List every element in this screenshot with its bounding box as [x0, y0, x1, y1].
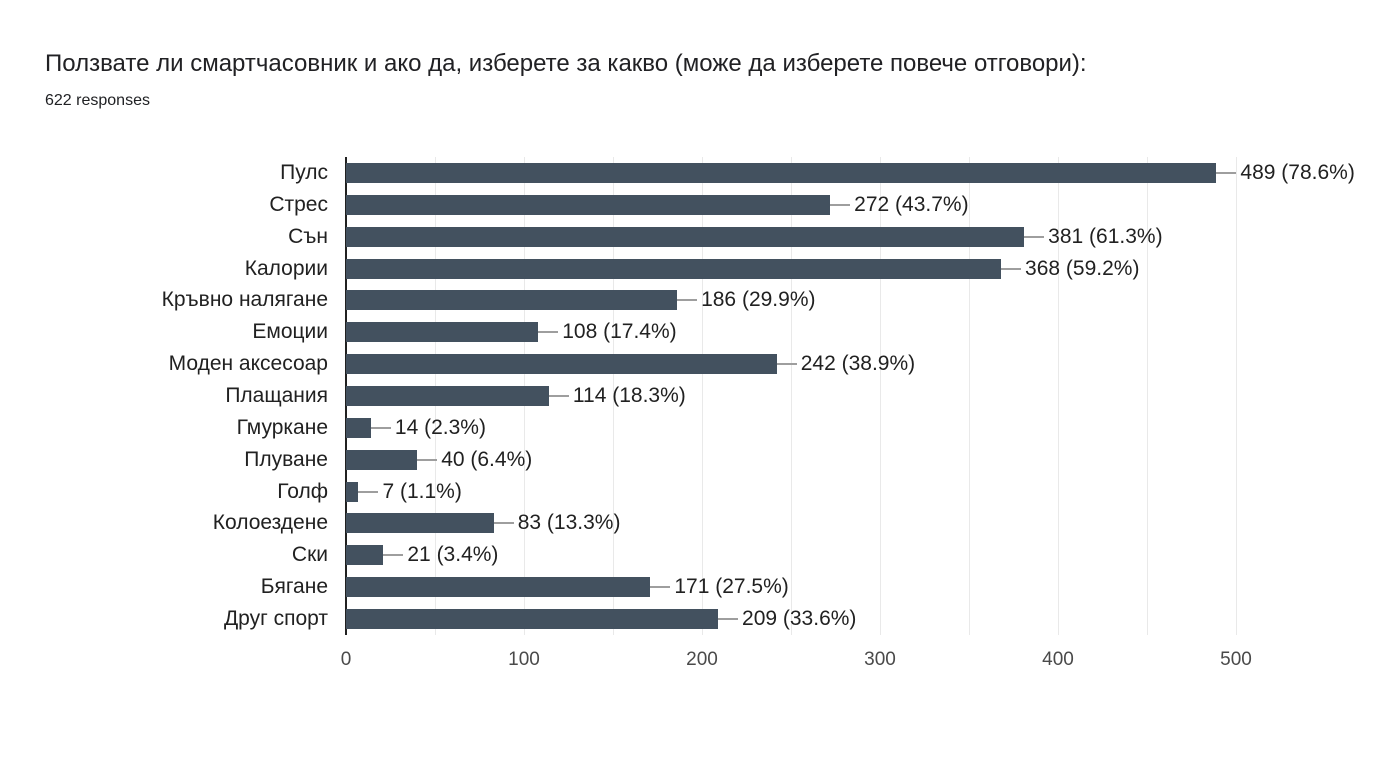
- bar: [346, 385, 549, 406]
- category-label: Голф: [277, 479, 328, 503]
- category-label: Ски: [291, 543, 328, 567]
- x-tick-label: 500: [1220, 649, 1252, 670]
- callout-line: [383, 554, 404, 557]
- value-label: 381 (61.3%): [1048, 224, 1163, 248]
- x-tick-label: 400: [1042, 649, 1074, 670]
- callout-line: [538, 331, 559, 334]
- bar: [346, 290, 678, 311]
- bar: [346, 449, 418, 470]
- value-label: 21 (3.4%): [407, 543, 499, 567]
- callout-line: [493, 522, 514, 525]
- x-tick-label: 200: [686, 649, 718, 670]
- bar-row: 108 (17.4%): [346, 316, 1236, 348]
- callout-line: [718, 617, 739, 620]
- category-label: Бягане: [260, 575, 328, 599]
- bar-row: 7 (1.1%): [346, 476, 1236, 508]
- callout-line: [1216, 171, 1237, 174]
- category-label: Колоездене: [212, 511, 328, 535]
- bar-row: 489 (78.6%): [346, 157, 1355, 189]
- gridline: [613, 157, 614, 635]
- gridline: [702, 157, 703, 635]
- bar-row: 381 (61.3%): [346, 221, 1236, 253]
- gridline: [791, 157, 792, 635]
- x-tick-label: 100: [508, 649, 540, 670]
- callout-line: [830, 203, 851, 206]
- bar: [346, 354, 777, 375]
- callout-line: [370, 426, 391, 429]
- category-axis: Пулс Стрес Сън Калории Кръвно налягане Емоции…: [0, 157, 337, 635]
- value-label: 186 (29.9%): [701, 288, 816, 312]
- category-label: Плуване: [244, 447, 328, 471]
- bar-row: 83 (13.3%): [346, 507, 1236, 539]
- gridline: [1058, 157, 1059, 635]
- value-label: 489 (78.6%): [1240, 160, 1355, 184]
- bar-row: 242 (38.9%): [346, 348, 1236, 380]
- value-label: 209 (33.6%): [742, 606, 857, 630]
- x-tick-label: 300: [864, 649, 896, 670]
- gridline: [969, 157, 970, 635]
- callout-line: [1024, 235, 1045, 238]
- bar: [346, 608, 719, 629]
- callout-line: [358, 490, 379, 493]
- callout-line: [417, 458, 438, 461]
- bar-row: 368 (59.2%): [346, 253, 1236, 285]
- category-label: Емоции: [252, 320, 328, 344]
- gridline: [1147, 157, 1148, 635]
- value-label: 272 (43.7%): [854, 192, 969, 216]
- value-label: 14 (2.3%): [394, 415, 486, 439]
- value-label: 83 (13.3%): [517, 511, 621, 535]
- value-label: 368 (59.2%): [1025, 256, 1140, 280]
- value-label: 171 (27.5%): [674, 575, 789, 599]
- value-label: 40 (6.4%): [441, 447, 533, 471]
- bar-row: 272 (43.7%): [346, 189, 1236, 221]
- value-label: 114 (18.3%): [572, 383, 686, 407]
- x-tick-label: 0: [340, 649, 352, 670]
- value-label: 7 (1.1%): [382, 479, 462, 503]
- bar: [346, 162, 1217, 183]
- value-label: 108 (17.4%): [562, 320, 677, 344]
- callout-line: [776, 363, 797, 366]
- bar-row: 209 (33.6%): [346, 603, 1236, 635]
- category-label: Стрес: [269, 192, 328, 216]
- bar: [346, 481, 359, 502]
- callout-line: [650, 586, 671, 589]
- category-label: Гмуркане: [236, 415, 328, 439]
- bar-row: 40 (6.4%): [346, 444, 1236, 476]
- bar-row: 21 (3.4%): [346, 539, 1236, 571]
- bar: [346, 513, 494, 534]
- bar: [346, 194, 831, 215]
- category-label: Моден аксесоар: [168, 352, 328, 376]
- bar-row: 186 (29.9%): [346, 284, 1236, 316]
- bar: [346, 322, 539, 343]
- question-title: Ползвате ли смартчасовник и ако да, избе…: [45, 50, 1087, 77]
- category-label: Кръвно налягане: [161, 288, 328, 312]
- bar: [346, 226, 1025, 247]
- category-label: Пулс: [280, 160, 328, 184]
- callout-line: [677, 299, 698, 302]
- category-label: Калории: [244, 256, 328, 280]
- callout-line: [1001, 267, 1022, 270]
- category-label: Друг спорт: [223, 606, 328, 630]
- response-count: 622 responses: [45, 92, 150, 109]
- category-label: Плащания: [225, 383, 328, 407]
- x-axis: 0 100 200 300 400 500: [341, 645, 1252, 677]
- callout-line: [548, 394, 569, 397]
- bar: [346, 545, 384, 566]
- value-label: 242 (38.9%): [800, 352, 916, 376]
- bar: [346, 258, 1002, 279]
- bar: [346, 417, 371, 438]
- bar-row: 14 (2.3%): [346, 412, 1236, 444]
- plot-area: 489 (78.6%) 272 (43.7%) 381 (61.3%) 368 (59…: [345, 157, 1355, 635]
- category-label: Сън: [288, 224, 328, 248]
- bar: [346, 577, 651, 598]
- bar-row: 114 (18.3%): [346, 380, 1236, 412]
- gridline: [1236, 157, 1237, 635]
- gridline: [880, 157, 881, 635]
- bar-row: 171 (27.5%): [346, 571, 1236, 603]
